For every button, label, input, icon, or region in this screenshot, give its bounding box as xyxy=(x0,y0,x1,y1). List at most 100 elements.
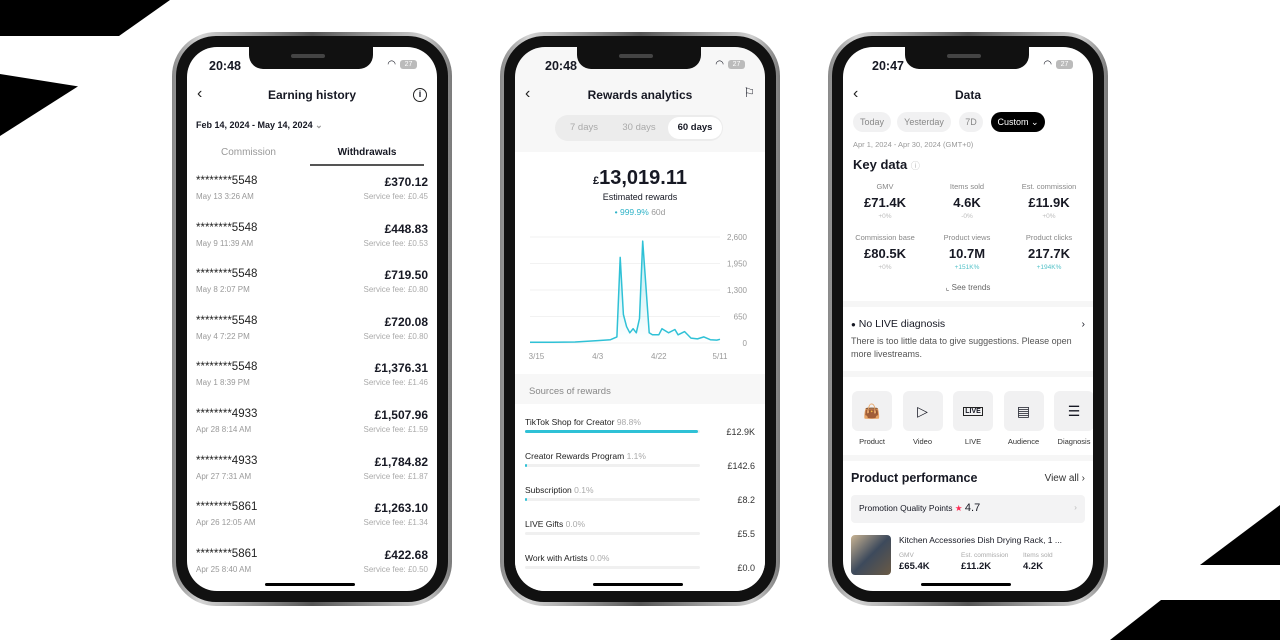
tool-audience[interactable]: ▤ xyxy=(1003,391,1044,431)
period-60-days[interactable]: 60 days xyxy=(668,117,722,139)
tab-commission[interactable]: Commission xyxy=(220,147,276,158)
status-icons: ◠ 27 xyxy=(387,59,417,70)
tool-diagnosis[interactable]: ☰ xyxy=(1054,391,1093,431)
gmv-label: GMV xyxy=(899,552,914,559)
tool-product[interactable]: 👜 xyxy=(852,391,892,431)
chip-custom[interactable]: Custom ⌄ xyxy=(991,112,1045,132)
items-sold-value: 4.2K xyxy=(1023,561,1044,572)
metric-label: Product clicks xyxy=(1025,233,1073,242)
reward-source-row[interactable]: LIVE Gifts 0.0% £5.5 xyxy=(525,519,755,553)
reward-source-row[interactable]: TikTok Shop for Creator 98.8% £12.9K xyxy=(525,417,755,451)
metric-card[interactable]: GMV £71.4K +0% xyxy=(845,182,925,220)
reward-source-row[interactable]: Subscription 0.1% £8.2 xyxy=(525,485,755,519)
account-number: ********4933 xyxy=(196,408,258,420)
wifi-icon: ◠ xyxy=(715,59,724,70)
change-indicator: • 999.9% 60d xyxy=(614,207,666,217)
source-bar xyxy=(525,430,700,433)
battery-icon: 27 xyxy=(1056,60,1073,69)
info-icon[interactable]: ⓘ xyxy=(910,161,920,171)
product-thumbnail xyxy=(851,535,891,575)
back-button[interactable]: ‹ xyxy=(525,85,531,102)
chip-yesterday[interactable]: Yesterday xyxy=(897,112,951,132)
reward-source-row[interactable]: Work with Artists 0.0% £0.0 xyxy=(525,553,755,587)
status-icons: ◠ 27 xyxy=(1043,59,1073,70)
product-row[interactable]: Kitchen Accessories Dish Drying Rack, 1 … xyxy=(851,533,1085,577)
live-diagnosis-link[interactable]: ● No LIVE diagnosis › xyxy=(851,318,1085,330)
period-7-days[interactable]: 7 days xyxy=(570,122,598,133)
withdrawal-amount: £1,376.31 xyxy=(374,361,428,376)
tool-video[interactable]: ▷ xyxy=(902,391,943,431)
source-name: LIVE Gifts xyxy=(525,519,564,529)
series-area xyxy=(530,241,720,343)
wifi-icon: ◠ xyxy=(1043,59,1052,70)
withdrawal-amount: £1,784.82 xyxy=(374,454,428,469)
x-tick-label: 4/3 xyxy=(592,352,604,361)
chevron-right-icon: › xyxy=(1081,473,1085,484)
withdrawal-row[interactable]: ********4933 Apr 28 8:14 AM £1,507.96 Se… xyxy=(196,408,428,454)
withdrawal-row[interactable]: ********5861 Apr 25 8:40 AM £422.68 Serv… xyxy=(196,548,428,591)
reward-source-row[interactable]: Creator Rewards Program 1.1% £142.6 xyxy=(525,451,755,485)
withdrawal-amount: £448.83 xyxy=(384,221,428,236)
decor-shape xyxy=(0,0,170,36)
metric-card[interactable]: Commission base £80.5K +0% xyxy=(845,233,925,271)
see-trends-link[interactable]: ⌞ See trends xyxy=(945,283,991,292)
date-range: Apr 1, 2024 - Apr 30, 2024 (GMT+0) xyxy=(853,140,974,149)
tool-live[interactable]: LIVE xyxy=(953,391,993,431)
metric-card[interactable]: Product clicks 217.7K +194K% xyxy=(1009,233,1089,271)
account-number: ********5548 xyxy=(196,314,258,327)
withdrawal-amount: £1,263.10 xyxy=(374,501,428,516)
date-range: Feb 14, 2024 - May 14, 2024 xyxy=(196,120,313,130)
source-bar xyxy=(525,498,700,501)
source-percent: 0.1% xyxy=(574,485,594,495)
withdrawal-row[interactable]: ********5548 May 13 3:26 AM £370.12 Serv… xyxy=(196,175,428,221)
withdrawal-row[interactable]: ********4933 Apr 27 7:31 AM £1,784.82 Se… xyxy=(196,455,428,501)
chevron-right-icon: › xyxy=(1081,318,1086,330)
y-tick-label: 2,600 xyxy=(727,233,748,242)
back-button[interactable]: ‹ xyxy=(853,85,859,102)
sources-title: Sources of rewards xyxy=(529,386,611,397)
tab-withdrawals[interactable]: Withdrawals xyxy=(337,147,397,158)
source-bar xyxy=(525,532,700,535)
promotion-quality-bar[interactable]: Promotion Quality Points ★ 4.7 › xyxy=(851,495,1085,523)
total-rewards: £13,019.11 xyxy=(593,167,687,189)
commission-label: Est. commission xyxy=(961,552,1009,559)
view-all-link[interactable]: View all › xyxy=(1044,473,1085,484)
metric-card[interactable]: Items sold 4.6K -0% xyxy=(927,182,1007,220)
page-title: Data xyxy=(954,88,981,102)
date-range-selector[interactable]: Feb 14, 2024 - May 14, 2024 ⌄ xyxy=(196,120,323,131)
account-number: ********4933 xyxy=(196,454,258,467)
status-icons: ◠ 27 xyxy=(715,59,745,70)
withdrawal-row[interactable]: ********5548 May 4 7:22 PM £720.08 Servi… xyxy=(196,315,428,361)
series-line xyxy=(530,240,721,343)
withdrawal-row[interactable]: ********5548 May 9 11:39 AM £448.83 Serv… xyxy=(196,222,428,268)
total-label: Estimated rewards xyxy=(602,192,678,202)
info-icon[interactable]: i xyxy=(413,88,427,102)
source-name: Work with Artists xyxy=(525,553,588,563)
metric-change: -0% xyxy=(961,213,973,220)
flag-icon[interactable]: ⚐ xyxy=(743,85,755,100)
source-value: £12.9K xyxy=(726,427,755,437)
decor-shape xyxy=(1200,505,1280,565)
period-30-days[interactable]: 30 days xyxy=(622,122,656,133)
metric-value: £80.5K xyxy=(864,246,906,261)
items-sold-label: Items sold xyxy=(1023,552,1053,559)
tool-label: Video xyxy=(912,437,933,446)
chip-today[interactable]: Today xyxy=(853,112,891,132)
withdrawal-row[interactable]: ********5861 Apr 26 12:05 AM £1,263.10 S… xyxy=(196,501,428,547)
withdrawal-row[interactable]: ********5548 May 1 8:39 PM £1,376.31 Ser… xyxy=(196,361,428,407)
account-number: ********5861 xyxy=(196,501,258,514)
divider xyxy=(843,371,1093,377)
decor-shape xyxy=(1110,600,1280,640)
home-indicator xyxy=(265,583,355,586)
y-tick-label: 1,950 xyxy=(727,260,748,269)
withdrawal-row[interactable]: ********5548 May 8 2:07 PM £719.50 Servi… xyxy=(196,268,428,314)
metric-card[interactable]: Product views 10.7M +151K% xyxy=(927,233,1007,271)
y-tick-label: 650 xyxy=(734,313,748,322)
metric-card[interactable]: Est. commission £11.9K +0% xyxy=(1009,182,1089,220)
x-tick-label: 5/11 xyxy=(713,352,729,361)
back-button[interactable]: ‹ xyxy=(197,85,203,102)
service-fee: Service fee: £1.87 xyxy=(363,471,428,481)
status-time: 20:48 xyxy=(209,59,241,73)
service-fee: Service fee: £1.46 xyxy=(363,378,428,388)
chip-7d[interactable]: 7D xyxy=(959,112,983,132)
